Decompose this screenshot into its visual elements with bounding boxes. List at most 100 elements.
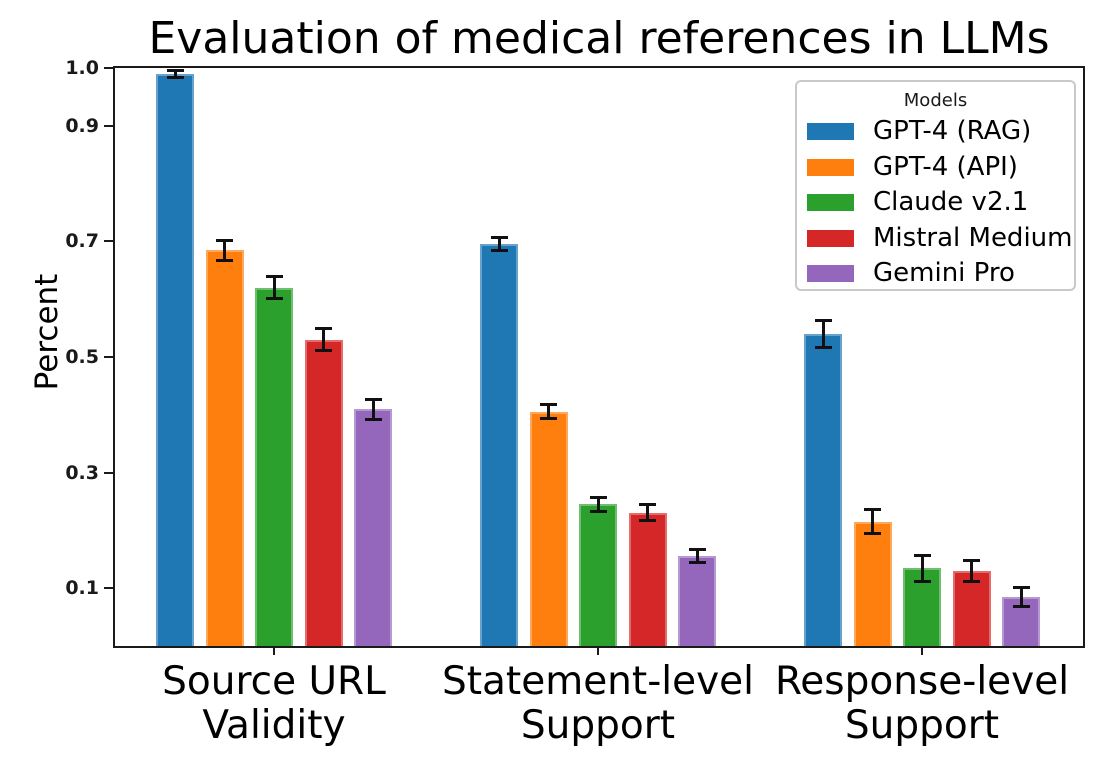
error-bar-cap-bottom <box>540 417 557 420</box>
legend-item-label: Claude v2.1 <box>873 187 1029 217</box>
error-bar-cap-bottom <box>1012 605 1030 608</box>
bar <box>255 288 293 646</box>
x-tick-label-line: Response-level <box>774 659 1070 704</box>
x-axis-tick <box>597 646 599 655</box>
legend-swatch <box>807 194 854 211</box>
error-bar <box>1019 587 1023 607</box>
error-bar-cap-top <box>688 548 706 551</box>
error-bar-cap-top <box>589 496 607 499</box>
error-bar <box>322 328 325 351</box>
error-bar <box>821 320 825 348</box>
error-bar-cap-top <box>166 69 184 72</box>
y-axis-tick <box>104 67 113 69</box>
bar <box>804 334 842 646</box>
y-tick-label: 0.3 <box>65 462 99 484</box>
x-tick-label-line: Validity <box>202 703 346 748</box>
x-tick-label-line: Source URL <box>162 659 386 704</box>
x-tick-label: Statement-level Support <box>378 660 818 748</box>
x-tick-label-line: Support <box>844 703 1000 748</box>
error-bar-cap-top <box>814 319 832 322</box>
y-axis-label-text: Percent <box>29 273 65 391</box>
x-axis-tick <box>273 646 275 655</box>
y-tick-label: 0.7 <box>65 230 99 252</box>
error-bar-cap-top <box>364 398 382 401</box>
error-bar-cap-top <box>864 508 881 511</box>
y-tick-label: 0.9 <box>65 115 99 137</box>
error-bar <box>497 237 501 251</box>
x-tick-label-line: Support <box>520 703 676 748</box>
bar <box>529 412 568 646</box>
legend-item: Mistral Medium <box>797 221 1074 256</box>
bar <box>205 250 244 646</box>
legend-swatch <box>807 123 854 140</box>
error-bar-cap-bottom <box>490 249 508 252</box>
error-bar <box>173 70 177 78</box>
error-bar <box>871 509 874 534</box>
error-bar-cap-bottom <box>688 561 706 564</box>
error-bar-cap-top <box>1012 586 1030 589</box>
legend-item: GPT-4 (RAG) <box>797 114 1074 149</box>
legend-item-label: GPT-4 (RAG) <box>873 116 1032 146</box>
error-bar <box>223 240 226 261</box>
y-axis-tick <box>104 125 113 127</box>
bar <box>628 513 667 646</box>
y-axis-tick <box>104 472 113 474</box>
x-axis-tick <box>921 646 923 655</box>
error-bar-cap-top <box>490 236 508 239</box>
error-bar <box>646 504 649 521</box>
legend-item-label: Mistral Medium <box>873 222 1073 253</box>
bar <box>156 74 194 646</box>
error-bar <box>970 560 973 582</box>
legend-item-label: Gemini Pro <box>873 258 1015 288</box>
error-bar <box>920 555 924 582</box>
legend-swatch <box>807 158 854 176</box>
bar <box>304 340 343 646</box>
bar <box>579 504 617 646</box>
legend-item: GPT-4 (API) <box>797 150 1074 185</box>
error-bar-cap-top <box>540 403 557 406</box>
legend-item: Claude v2.1 <box>797 185 1074 220</box>
y-axis-tick <box>104 587 113 589</box>
error-bar-cap-top <box>963 559 980 562</box>
y-axis-tick <box>104 356 113 358</box>
error-bar <box>272 276 276 299</box>
error-bar <box>596 497 600 512</box>
error-bar-cap-bottom <box>814 346 832 349</box>
error-bar-cap-top <box>315 327 332 330</box>
legend-swatch <box>807 265 854 282</box>
error-bar-cap-bottom <box>216 259 233 262</box>
error-bar-cap-bottom <box>639 519 656 522</box>
legend-item: Gemini Pro <box>797 256 1074 291</box>
error-bar-cap-top <box>265 275 283 278</box>
bar <box>354 409 392 646</box>
error-bar-cap-bottom <box>265 297 283 300</box>
error-bar <box>695 549 699 563</box>
y-axis-tick <box>104 240 113 242</box>
error-bar-cap-bottom <box>166 76 184 79</box>
y-tick-label: 0.1 <box>65 577 99 599</box>
error-bar-cap-top <box>216 239 233 242</box>
error-bar-cap-bottom <box>364 418 382 421</box>
y-tick-label: 1.0 <box>65 57 99 79</box>
x-tick-label-line: Statement-level <box>441 659 755 704</box>
error-bar <box>547 404 550 419</box>
error-bar-cap-bottom <box>315 349 332 352</box>
bar <box>480 244 518 646</box>
error-bar-cap-bottom <box>864 532 881 535</box>
x-tick-label: Response-level Support <box>702 660 1104 748</box>
error-bar <box>371 399 375 420</box>
error-bar-cap-top <box>913 554 931 557</box>
bar <box>678 556 716 646</box>
legend: Models GPT-4 (RAG) GPT-4 (API) Claude v2.1… <box>795 80 1076 291</box>
error-bar-cap-bottom <box>963 580 980 583</box>
error-bar-cap-bottom <box>589 510 607 513</box>
legend-item-label: GPT-4 (API) <box>873 151 1018 182</box>
error-bar-cap-bottom <box>913 580 931 583</box>
x-tick-label: Source URL Validity <box>54 660 494 748</box>
legend-swatch <box>807 229 854 247</box>
bar <box>853 522 892 646</box>
chart-title: Evaluation of medical references in LLMs <box>148 13 1050 64</box>
y-tick-label: 0.5 <box>65 346 99 368</box>
legend-title: Models <box>903 90 968 111</box>
